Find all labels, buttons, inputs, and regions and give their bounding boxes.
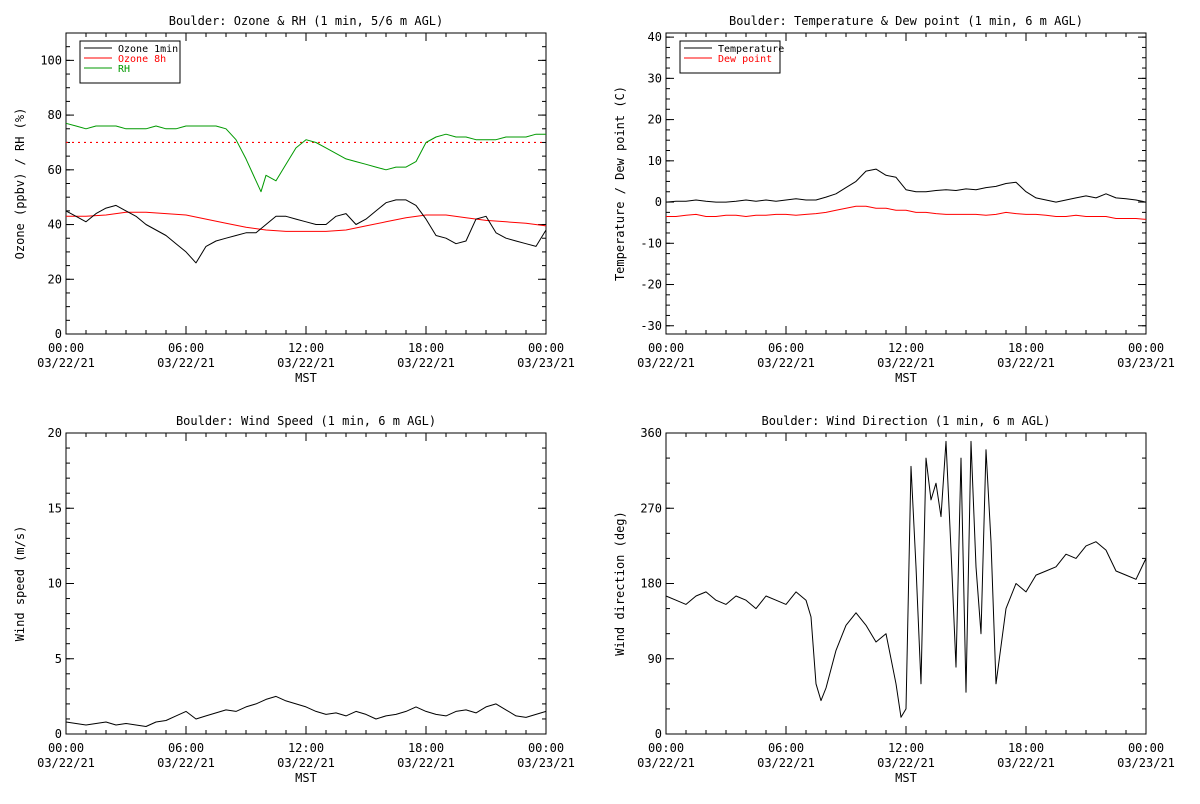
- x-axis-label: MST: [295, 371, 317, 385]
- legend-entry: Dew point: [718, 54, 772, 65]
- y-tick-label: 20: [48, 426, 62, 440]
- x-tick-date-label: 03/22/21: [277, 756, 335, 770]
- y-axis-label: Ozone (ppbv) / RH (%): [13, 108, 27, 260]
- y-tick-label: 20: [648, 113, 662, 127]
- chart-title: Boulder: Temperature & Dew point (1 min,…: [729, 14, 1083, 28]
- series-line-wind-direction: [665, 440, 1147, 718]
- x-tick-time-label: 12:00: [288, 341, 324, 355]
- x-tick-date-label: 03/23/21: [517, 756, 575, 770]
- y-tick-label: 80: [48, 108, 62, 122]
- legend-entry: RH: [118, 64, 130, 75]
- x-tick-time-label: 06:00: [168, 741, 204, 755]
- legend-entry: Temperature: [718, 44, 784, 55]
- chart-title: Boulder: Ozone & RH (1 min, 5/6 m AGL): [169, 14, 444, 28]
- x-tick-date-label: 03/22/21: [877, 356, 935, 370]
- x-tick-date-label: 03/22/21: [757, 356, 815, 370]
- y-tick-label: 0: [655, 195, 662, 209]
- chart-temp-dew: Boulder: Temperature & Dew point (1 min,…: [613, 14, 1175, 385]
- y-axis-label: Wind direction (deg): [613, 511, 627, 656]
- x-tick-date-label: 03/22/21: [877, 756, 935, 770]
- x-tick-time-label: 12:00: [888, 741, 924, 755]
- chart-title: Boulder: Wind Speed (1 min, 6 m AGL): [176, 414, 436, 428]
- x-tick-time-label: 00:00: [648, 741, 684, 755]
- y-tick-label: 40: [48, 218, 62, 232]
- y-tick-label: 10: [648, 154, 662, 168]
- x-tick-date-label: 03/22/21: [997, 756, 1055, 770]
- x-tick-time-label: 00:00: [1128, 741, 1164, 755]
- x-tick-time-label: 18:00: [1008, 341, 1044, 355]
- x-tick-time-label: 18:00: [1008, 741, 1044, 755]
- series-line-temperature: [665, 168, 1147, 203]
- x-tick-date-label: 03/22/21: [37, 756, 95, 770]
- chart-wind-direction: Boulder: Wind Direction (1 min, 6 m AGL)…: [613, 414, 1175, 785]
- y-tick-label: 60: [48, 163, 62, 177]
- x-tick-time-label: 00:00: [648, 341, 684, 355]
- y-tick-label: 100: [40, 53, 62, 67]
- y-tick-label: 40: [648, 30, 662, 44]
- y-tick-label: 20: [48, 272, 62, 286]
- chart-title: Boulder: Wind Direction (1 min, 6 m AGL): [762, 414, 1051, 428]
- chart-wind-speed: Boulder: Wind Speed (1 min, 6 m AGL) 0 5 10…: [13, 414, 575, 785]
- x-tick-time-label: 06:00: [768, 341, 804, 355]
- plot-frame: [665, 32, 1147, 335]
- y-tick-label: 270: [640, 501, 662, 515]
- legend-entry: Ozone 8h: [118, 54, 166, 65]
- x-tick-time-label: 00:00: [528, 741, 564, 755]
- x-tick-date-label: 03/22/21: [997, 356, 1055, 370]
- x-tick-time-label: 06:00: [768, 741, 804, 755]
- x-tick-date-label: 03/22/21: [637, 756, 695, 770]
- x-tick-time-label: 00:00: [528, 341, 564, 355]
- y-tick-label: 360: [640, 426, 662, 440]
- x-tick-date-label: 03/22/21: [397, 356, 455, 370]
- y-tick-label: -20: [640, 278, 662, 292]
- chart-ozone-rh: Boulder: Ozone & RH (1 min, 5/6 m AGL) 0 2…: [13, 14, 575, 385]
- x-axis-label: MST: [895, 771, 917, 785]
- x-tick-date-label: 03/22/21: [757, 756, 815, 770]
- y-tick-label: -30: [640, 319, 662, 333]
- x-tick-date-label: 03/22/21: [277, 356, 335, 370]
- plot-frame: [65, 432, 547, 735]
- x-tick-date-label: 03/22/21: [157, 356, 215, 370]
- series-line-ozone-1min: [65, 199, 547, 264]
- y-tick-label: -10: [640, 236, 662, 250]
- x-tick-time-label: 00:00: [48, 341, 84, 355]
- series-line-ozone-8h: [66, 211, 547, 232]
- series-line-rh: [65, 122, 546, 193]
- x-tick-time-label: 00:00: [1128, 341, 1164, 355]
- series-line-wind-speed: [65, 695, 547, 727]
- x-tick-date-label: 03/22/21: [397, 756, 455, 770]
- x-tick-time-label: 18:00: [408, 341, 444, 355]
- y-tick-label: 30: [648, 71, 662, 85]
- x-tick-time-label: 06:00: [168, 341, 204, 355]
- x-tick-time-label: 12:00: [888, 341, 924, 355]
- x-tick-date-label: 03/23/21: [1117, 356, 1175, 370]
- legend-box: [679, 40, 781, 74]
- x-tick-time-label: 12:00: [288, 741, 324, 755]
- y-tick-label: 0: [55, 727, 62, 741]
- x-axis-label: MST: [295, 771, 317, 785]
- x-tick-date-label: 03/23/21: [517, 356, 575, 370]
- y-axis-label: Wind speed (m/s): [13, 526, 27, 642]
- y-tick-label: 0: [55, 327, 62, 341]
- x-tick-time-label: 18:00: [408, 741, 444, 755]
- y-axis-label: Temperature / Dew point (C): [613, 86, 627, 281]
- series-line-dew-point: [666, 205, 1147, 220]
- y-tick-label: 0: [655, 727, 662, 741]
- x-tick-date-label: 03/23/21: [1117, 756, 1175, 770]
- x-tick-time-label: 00:00: [48, 741, 84, 755]
- y-tick-label: 5: [55, 652, 62, 666]
- y-tick-label: 90: [648, 652, 662, 666]
- y-tick-label: 10: [48, 577, 62, 591]
- x-tick-date-label: 03/22/21: [37, 356, 95, 370]
- x-tick-date-label: 03/22/21: [637, 356, 695, 370]
- legend-entry: Ozone 1min: [118, 44, 178, 55]
- y-tick-label: 180: [640, 577, 662, 591]
- y-tick-label: 15: [48, 501, 62, 515]
- x-tick-date-label: 03/22/21: [157, 756, 215, 770]
- x-axis-label: MST: [895, 371, 917, 385]
